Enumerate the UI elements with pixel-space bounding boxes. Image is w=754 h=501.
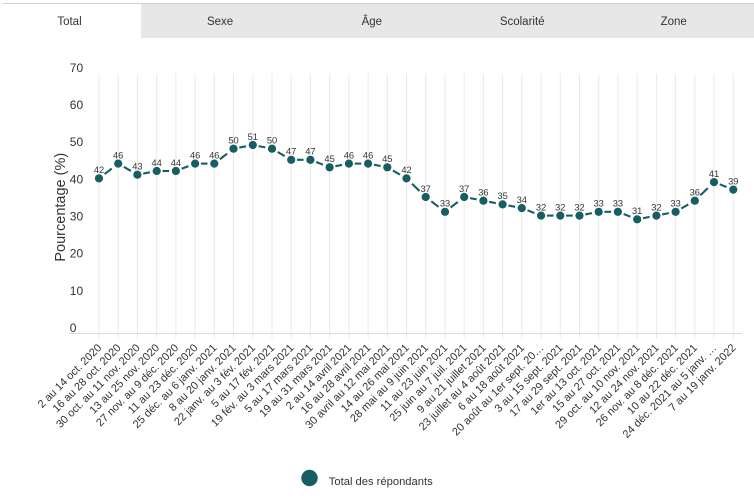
svg-text:Total des répondants: Total des répondants: [329, 476, 433, 488]
svg-text:46: 46: [113, 150, 123, 160]
svg-text:20: 20: [70, 247, 84, 261]
svg-text:44: 44: [171, 158, 181, 168]
svg-text:33: 33: [670, 199, 680, 209]
svg-text:33: 33: [613, 199, 623, 209]
svg-text:10: 10: [70, 284, 84, 298]
svg-text:47: 47: [286, 147, 296, 157]
svg-text:46: 46: [363, 150, 373, 160]
svg-text:36: 36: [690, 188, 700, 198]
svg-text:60: 60: [70, 98, 84, 112]
svg-text:46: 46: [209, 150, 219, 160]
svg-text:45: 45: [324, 154, 334, 164]
svg-text:44: 44: [152, 158, 162, 168]
svg-text:0: 0: [70, 321, 77, 335]
svg-text:39: 39: [728, 176, 738, 186]
svg-text:42: 42: [94, 165, 104, 175]
svg-text:43: 43: [132, 162, 142, 172]
svg-text:37: 37: [421, 184, 431, 194]
svg-text:33: 33: [440, 199, 450, 209]
svg-text:32: 32: [555, 202, 565, 212]
svg-text:46: 46: [344, 150, 354, 160]
svg-text:40: 40: [70, 172, 84, 186]
svg-text:46: 46: [190, 150, 200, 160]
svg-text:Pourcentage (%): Pourcentage (%): [53, 153, 69, 262]
svg-text:42: 42: [401, 165, 411, 175]
svg-text:32: 32: [651, 202, 661, 212]
svg-text:70: 70: [70, 61, 84, 75]
svg-text:51: 51: [248, 132, 258, 142]
svg-text:50: 50: [70, 135, 84, 149]
svg-text:36: 36: [478, 188, 488, 198]
svg-text:32: 32: [574, 202, 584, 212]
svg-text:35: 35: [497, 191, 507, 201]
svg-text:50: 50: [228, 136, 238, 146]
svg-text:34: 34: [517, 195, 527, 205]
svg-text:50: 50: [267, 136, 277, 146]
svg-text:41: 41: [709, 169, 719, 179]
svg-text:37: 37: [459, 184, 469, 194]
svg-text:32: 32: [536, 202, 546, 212]
svg-text:33: 33: [594, 199, 604, 209]
svg-text:45: 45: [382, 154, 392, 164]
svg-text:47: 47: [305, 147, 315, 157]
svg-text:30: 30: [70, 210, 84, 224]
svg-text:31: 31: [632, 206, 642, 216]
